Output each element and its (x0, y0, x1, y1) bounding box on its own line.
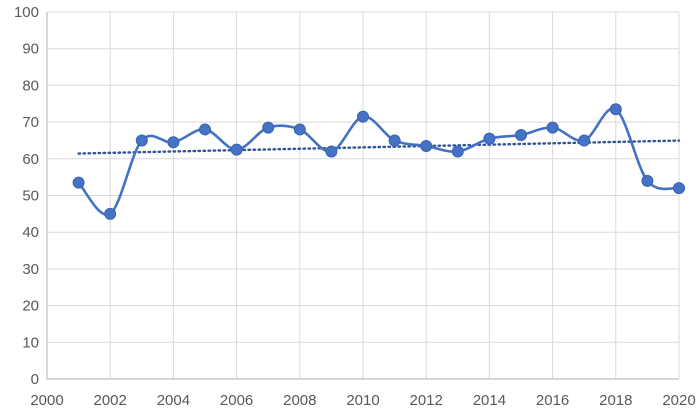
y-tick-labels: 0 10 20 30 40 50 60 70 80 90 100 (14, 4, 39, 388)
y-tick-label: 50 (22, 188, 39, 205)
data-point (230, 143, 243, 156)
data-point (388, 134, 401, 147)
data-point (673, 182, 685, 195)
data-point (167, 136, 180, 149)
data-point (483, 132, 496, 145)
data-point (325, 145, 338, 158)
y-tick-label: 80 (22, 77, 39, 94)
y-tick-label: 30 (22, 261, 39, 278)
data-point (546, 121, 559, 134)
y-tick-label: 90 (22, 41, 39, 58)
series-group (72, 103, 685, 220)
x-tick-label: 2012 (410, 392, 443, 409)
y-tick-label: 70 (22, 114, 39, 131)
data-point (515, 128, 527, 141)
data-point (641, 174, 654, 187)
x-tick-labels: 2000 2002 2004 2006 2008 2010 2012 2014 2016 2018… (30, 392, 695, 409)
x-tick-label: 2014 (473, 392, 506, 409)
data-point (609, 103, 622, 116)
axes (46, 12, 679, 380)
data-point (135, 134, 148, 147)
x-tick-label: 2000 (30, 392, 63, 409)
x-tick-label: 2004 (157, 392, 190, 409)
data-point (357, 110, 369, 123)
data-point (578, 134, 591, 147)
y-tick-label: 10 (22, 334, 39, 351)
y-tick-label: 40 (22, 224, 39, 241)
x-tick-label: 2008 (283, 392, 316, 409)
y-tick-label: 20 (22, 298, 39, 315)
x-tick-label: 2002 (94, 392, 127, 409)
gridlines (47, 11, 680, 379)
data-point (104, 207, 117, 220)
x-tick-label: 2006 (220, 392, 253, 409)
x-tick-label: 2010 (346, 392, 379, 409)
data-point (293, 123, 306, 136)
data-point (72, 176, 85, 189)
x-tick-label: 2016 (536, 392, 569, 409)
y-tick-label: 60 (22, 151, 39, 168)
data-point (262, 121, 275, 134)
series-line (77, 107, 680, 217)
y-tick-label: 100 (14, 4, 39, 21)
x-tick-label: 2020 (662, 392, 695, 409)
y-tick-label: 0 (31, 371, 39, 388)
data-point (199, 123, 211, 136)
data-point (420, 139, 433, 152)
data-point (451, 145, 464, 158)
x-tick-label: 2018 (599, 392, 632, 409)
